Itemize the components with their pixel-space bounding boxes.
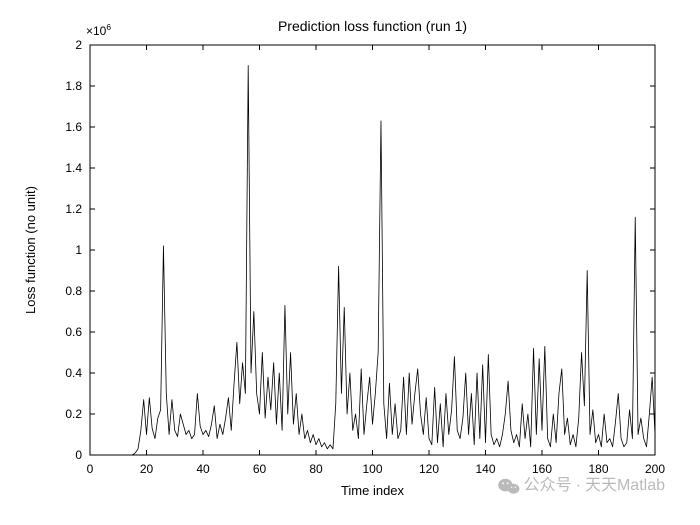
y-tick-label: 0.6: [65, 325, 82, 339]
chart-container: 0 20 40 60 80 100 120 140 160 180 200 0 0.2 0.4 0.6 0.8…: [0, 0, 700, 525]
chart-title: Prediction loss function (run 1): [278, 18, 467, 34]
y-tick-label: 1.8: [65, 79, 82, 93]
y-tick-label: 1: [75, 243, 82, 257]
x-tick-label: 160: [532, 462, 552, 476]
y-tick-label: 0.4: [65, 366, 82, 380]
x-tick-label: 40: [196, 462, 210, 476]
x-tick-label: 140: [475, 462, 495, 476]
y-tick-label: 1.2: [65, 202, 82, 216]
x-tick-label: 20: [140, 462, 154, 476]
y-tick-label: 1.6: [65, 120, 82, 134]
y-tick-label: 0: [75, 448, 82, 462]
x-tick-label: 60: [253, 462, 267, 476]
y-axis-label: Loss function (no unit): [23, 186, 38, 314]
x-tick-label: 0: [87, 462, 94, 476]
y-tick-label: 0.8: [65, 284, 82, 298]
y-tick-label: 0.2: [65, 407, 82, 421]
x-tick-label: 200: [645, 462, 665, 476]
y-tick-label: 2: [75, 38, 82, 52]
loss-chart: 0 20 40 60 80 100 120 140 160 180 200 0 0.2 0.4 0.6 0.8…: [0, 0, 700, 525]
x-tick-label: 80: [309, 462, 323, 476]
x-axis-label: Time index: [341, 483, 405, 498]
x-tick-label: 120: [419, 462, 439, 476]
x-tick-label: 180: [588, 462, 608, 476]
x-tick-label: 100: [362, 462, 382, 476]
y-tick-label: 1.4: [65, 161, 82, 175]
chart-bg: [0, 0, 700, 525]
